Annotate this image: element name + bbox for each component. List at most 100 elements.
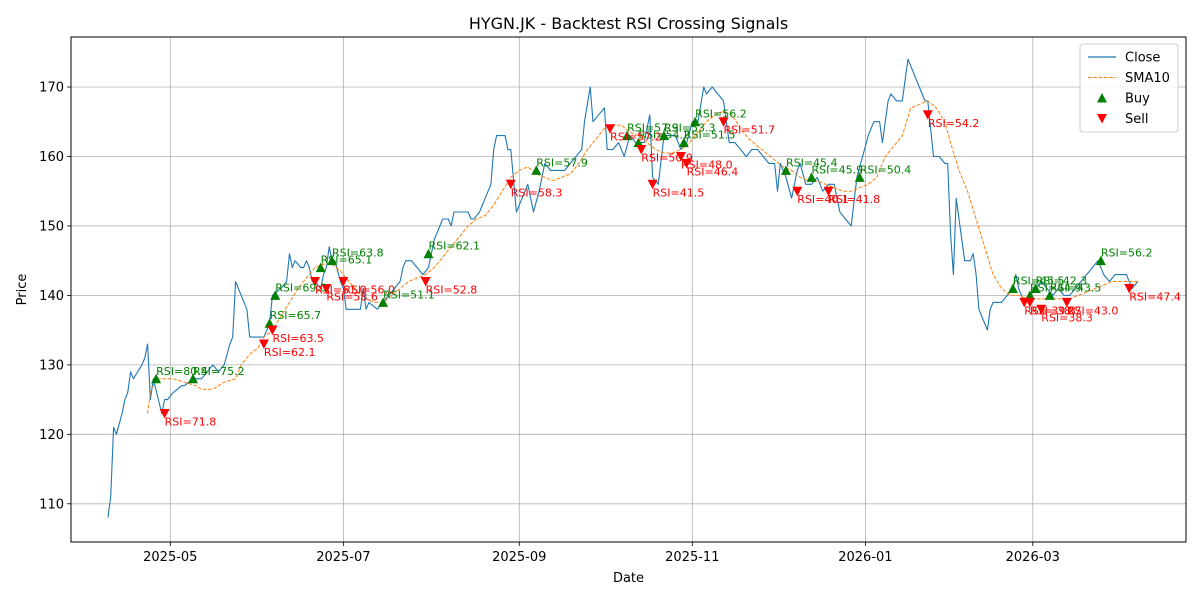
buy-marker xyxy=(690,116,701,127)
x-tick-label: 2026-03 xyxy=(1006,550,1060,565)
sell-marker xyxy=(321,283,332,294)
buy-marker xyxy=(151,373,162,384)
sell-annotation: RSI=41.8 xyxy=(829,193,881,206)
buy-marker xyxy=(327,255,338,266)
sell-annotation: RSI=48.0 xyxy=(681,158,733,171)
legend-label: Buy xyxy=(1125,92,1150,107)
buy-marker xyxy=(1024,290,1035,300)
sell-annotation: RSI=43.0 xyxy=(1067,304,1119,317)
buy-annotation: RSI=51.1 xyxy=(383,288,435,301)
plot-frame xyxy=(70,36,1187,543)
sell-marker xyxy=(1024,297,1035,308)
buy-marker xyxy=(315,262,326,273)
x-tick-label: 2025-05 xyxy=(143,550,197,565)
x-axis-label: Date xyxy=(613,571,644,586)
buy-marker xyxy=(1044,290,1055,300)
sell-annotation: RSI=58.3 xyxy=(511,186,563,199)
y-axis-label: Price xyxy=(15,274,30,306)
buy-annotation: RSI=45.4 xyxy=(786,156,838,169)
legend-label: SMA10 xyxy=(1125,71,1170,86)
x-tick-label: 2026-01 xyxy=(838,550,892,565)
y-tick-label: 160 xyxy=(39,150,64,165)
buy-annotation: RSI=42.3 xyxy=(1036,274,1088,287)
sell-marker xyxy=(1036,304,1047,315)
buy-marker xyxy=(622,130,633,141)
sell-marker xyxy=(1061,297,1072,308)
y-tick-label: 150 xyxy=(39,219,64,234)
buy-marker xyxy=(187,373,198,384)
sell-annotation: RSI=47.4 xyxy=(1129,290,1181,303)
buy-marker xyxy=(1030,283,1041,293)
y-tick-label: 140 xyxy=(39,289,64,304)
buy-marker xyxy=(658,130,669,141)
buy-annotation: RSI=51.5 xyxy=(684,129,736,142)
sell-marker xyxy=(267,325,278,336)
sell-annotation: RSI=38.3 xyxy=(1041,311,1093,324)
buy-annotation: RSI=56.2 xyxy=(1101,247,1153,260)
buy-annotation: RSI=80.4 xyxy=(156,365,208,378)
x-tick-label: 2025-11 xyxy=(665,550,719,565)
sell-marker xyxy=(505,179,516,190)
sell-marker xyxy=(605,124,616,134)
sell-marker xyxy=(718,117,729,127)
sell-marker xyxy=(258,339,269,350)
buy-annotation: RSI=45.9 xyxy=(811,163,863,176)
y-tick-label: 110 xyxy=(39,497,64,512)
x-tick-label: 2025-09 xyxy=(492,550,546,565)
buy-annotation: RSI=62.1 xyxy=(428,240,480,253)
buy-annotation: RSI=57.9 xyxy=(536,156,588,169)
sell-marker xyxy=(1124,283,1135,294)
buy-annotation: RSI=75.2 xyxy=(193,365,245,378)
sell-annotation: RSI=41.5 xyxy=(653,186,705,199)
y-tick-label: 120 xyxy=(39,428,64,443)
sell-annotation: RSI=54.2 xyxy=(928,117,980,130)
sell-marker xyxy=(159,408,170,419)
signal-markers xyxy=(151,110,1135,419)
legend-label: Sell xyxy=(1125,112,1148,127)
buy-annotation: RSI=45.5 xyxy=(1013,274,1065,287)
y-tick-label: 130 xyxy=(39,358,64,373)
sell-annotation: RSI=56.0 xyxy=(343,284,395,297)
chart-title: HYGN.JK - Backtest RSI Crossing Signals xyxy=(469,14,788,33)
sell-marker xyxy=(338,277,349,287)
sell-annotation: RSI=58.6 xyxy=(326,290,378,303)
sell-marker xyxy=(309,277,320,287)
sell-annotation: RSI=40.1 xyxy=(797,193,849,206)
legend-box xyxy=(1079,43,1179,133)
sell-marker xyxy=(420,277,431,287)
sell-annotation: RSI=38.7 xyxy=(1030,304,1082,317)
buy-annotation: RSI=57.9 xyxy=(627,122,679,135)
sell-annotation: RSI=51.7 xyxy=(724,124,776,137)
sell-annotation: RSI=50.9 xyxy=(641,152,693,165)
legend-sell-swatch xyxy=(1097,114,1107,124)
buy-annotation: RSI=50.4 xyxy=(860,163,912,176)
sell-marker xyxy=(647,179,658,190)
buy-marker xyxy=(378,297,389,307)
x-tick-label: 2025-07 xyxy=(316,550,370,565)
sell-marker xyxy=(636,145,647,155)
buy-annotation: RSI=56.2 xyxy=(695,108,747,121)
y-tick-label: 170 xyxy=(39,81,64,96)
buy-annotation: RSI=65.1 xyxy=(321,254,373,267)
sell-marker xyxy=(823,186,834,197)
buy-annotation: RSI=65.7 xyxy=(270,309,322,322)
buy-marker xyxy=(1007,283,1018,293)
buy-marker xyxy=(854,172,865,182)
buy-marker xyxy=(806,172,817,182)
sell-annotation: RSI=46.4 xyxy=(687,165,739,178)
buy-marker xyxy=(423,248,434,259)
buy-marker xyxy=(1095,255,1106,266)
legend-label: Close xyxy=(1125,51,1160,66)
buy-marker xyxy=(264,318,275,328)
sell-annotation: RSI=57.2 xyxy=(610,131,662,144)
legend: Close SMA10 Buy Sell xyxy=(1079,43,1179,133)
sell-annotation: RSI=62.1 xyxy=(264,346,316,359)
buy-marker xyxy=(780,165,791,175)
sell-marker xyxy=(922,110,933,120)
buy-marker xyxy=(678,137,689,148)
sell-annotation: RSI=63.5 xyxy=(272,332,324,345)
sell-annotation: RSI=61.0 xyxy=(315,284,367,297)
